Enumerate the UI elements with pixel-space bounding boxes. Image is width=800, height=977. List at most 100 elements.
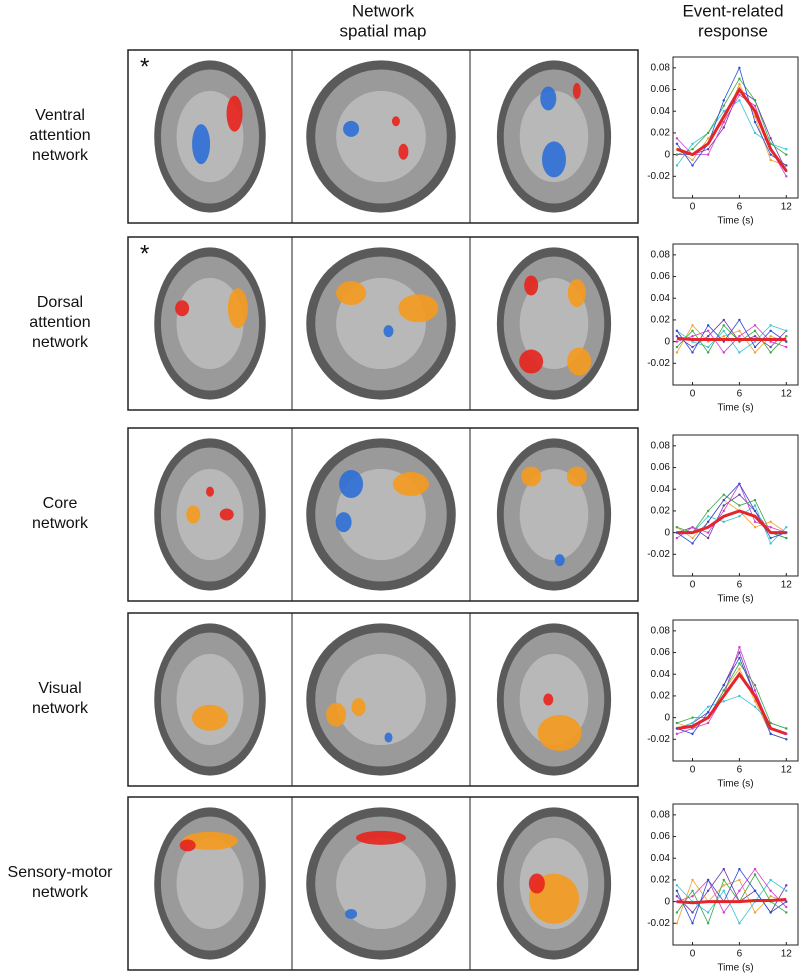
- subject-point: [691, 721, 694, 725]
- subject-point: [691, 334, 694, 338]
- subject-point: [675, 911, 679, 914]
- activation-blob: [519, 349, 544, 374]
- subject-point: [706, 536, 710, 540]
- y-tick-label: 0: [664, 712, 670, 723]
- subject-point: [691, 922, 694, 925]
- plot-frame: [672, 803, 799, 946]
- x-axis-label: Time (s): [717, 403, 753, 414]
- subject-point: [722, 329, 725, 332]
- y-tick-label: 0.06: [651, 831, 671, 842]
- panel-frame: [127, 49, 639, 224]
- activation-blob: [524, 275, 539, 296]
- subject-point: [769, 878, 772, 882]
- subject-line: [676, 499, 787, 539]
- subject-line: [676, 868, 787, 925]
- subject-point: [706, 705, 710, 708]
- subject-point: [706, 345, 710, 349]
- subject-point: [706, 710, 710, 714]
- subject-point: [722, 351, 725, 354]
- plot-frame: [672, 243, 799, 386]
- x-tick-label: 6: [737, 202, 743, 213]
- subject-point: [722, 340, 725, 343]
- x-tick-label: 0: [690, 580, 696, 591]
- x-tick-label: 12: [781, 949, 793, 960]
- activation-blob: [356, 830, 406, 845]
- plot-frame: [672, 619, 799, 762]
- y-tick-label: 0.06: [651, 462, 671, 473]
- subject-point: [738, 334, 741, 338]
- y-tick-label: -0.02: [647, 918, 670, 929]
- y-tick-label: 0.08: [651, 249, 671, 260]
- subject-line: [676, 879, 787, 924]
- subject-line: [676, 319, 787, 354]
- subject-point: [722, 324, 725, 327]
- x-tick-label: 12: [781, 389, 793, 400]
- subject-point: [785, 900, 788, 903]
- column-header: spatial map: [340, 21, 427, 40]
- subject-point: [706, 334, 710, 338]
- subject-point: [706, 351, 710, 354]
- activation-blob: [192, 704, 228, 731]
- x-tick-label: 6: [737, 949, 743, 960]
- subject-point: [706, 911, 710, 914]
- subject-point: [691, 345, 694, 349]
- subject-point: [769, 889, 772, 892]
- activation-blob: [336, 281, 367, 306]
- subject-point: [675, 536, 679, 540]
- subject-point: [785, 911, 788, 914]
- subject-point: [769, 721, 772, 725]
- subject-point: [722, 700, 725, 703]
- subject-point: [769, 153, 772, 156]
- subject-point: [769, 158, 772, 162]
- subject-point: [738, 99, 741, 102]
- activation-blob: [392, 472, 429, 497]
- subject-point: [691, 878, 694, 882]
- subject-point: [753, 498, 757, 502]
- activation-blob: [179, 839, 196, 852]
- activation-blob: [383, 325, 394, 338]
- brain-matter: [336, 837, 426, 930]
- activation-blob: [384, 732, 393, 743]
- subject-point: [769, 894, 772, 898]
- subject-point: [738, 93, 741, 97]
- y-tick-label: 0.06: [651, 271, 671, 282]
- y-tick-label: 0: [664, 149, 670, 160]
- subject-point: [753, 120, 757, 124]
- subject-point: [769, 536, 772, 540]
- subject-line: [676, 504, 787, 545]
- subject-point: [769, 542, 772, 545]
- brain-matter: [176, 837, 244, 930]
- subject-point: [753, 509, 757, 513]
- row-label: Sensory-motor: [8, 864, 114, 881]
- activation-blob: [345, 908, 358, 919]
- subject-point: [769, 324, 772, 327]
- subject-point: [691, 732, 694, 736]
- subject-point: [691, 164, 694, 167]
- y-tick-label: 0: [664, 896, 670, 907]
- y-tick-label: 0.08: [651, 809, 671, 820]
- activation-blob: [182, 831, 238, 850]
- brain-matter: [519, 468, 589, 561]
- subject-point: [738, 651, 741, 654]
- subject-point: [675, 889, 679, 892]
- subject-line: [676, 657, 787, 740]
- subject-point: [706, 131, 710, 135]
- subject-point: [691, 147, 694, 151]
- subject-point: [722, 911, 725, 914]
- subject-point: [722, 498, 725, 502]
- activation-blob: [554, 554, 565, 567]
- brain-matter: [176, 277, 244, 370]
- row-label: Dorsal: [37, 294, 83, 311]
- subject-line: [676, 494, 787, 539]
- activation-blob: [186, 505, 201, 524]
- subject-point: [738, 504, 741, 507]
- mean-line: [676, 509, 787, 535]
- column-header: Network: [352, 1, 415, 20]
- activation-blob: [339, 470, 364, 499]
- subject-point: [722, 104, 725, 108]
- row-label: network: [32, 334, 89, 351]
- subject-point: [738, 351, 741, 354]
- subject-point: [738, 318, 741, 322]
- subject-point: [706, 153, 710, 156]
